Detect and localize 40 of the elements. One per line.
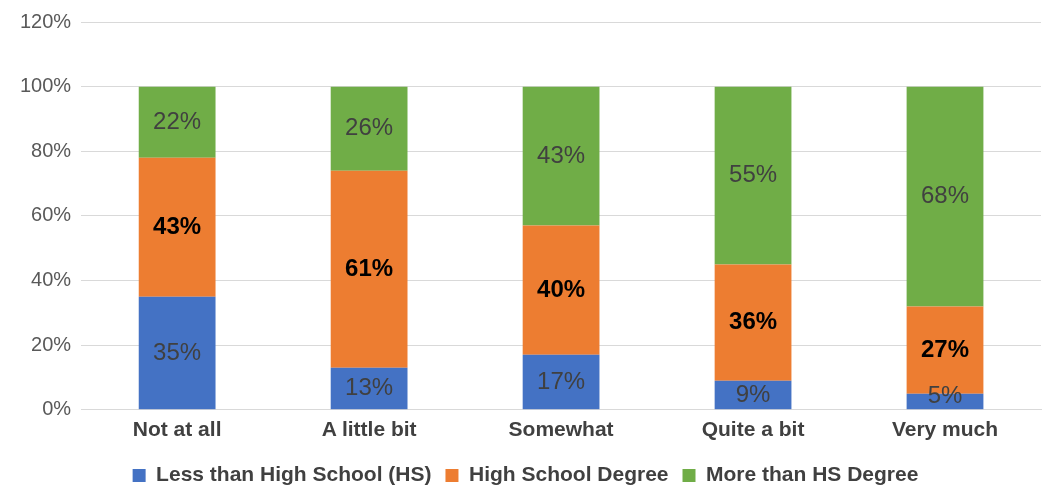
y-tick-label: 20% — [31, 332, 72, 355]
x-tick-label: Not at all — [132, 417, 222, 441]
x-tick-label: Somewhat — [508, 417, 614, 441]
data-label: 40% — [537, 274, 586, 302]
data-label: 26% — [345, 113, 394, 141]
legend-label: Less than High School (HS) — [156, 462, 432, 486]
bar — [138, 296, 216, 410]
legend-label: High School Degree — [468, 462, 669, 486]
bar — [138, 157, 216, 297]
data-label: 43% — [153, 211, 202, 239]
y-tick-label: 40% — [31, 268, 72, 291]
legend-label: More than HS Degree — [706, 462, 919, 486]
data-label: 13% — [345, 373, 394, 401]
data-label: 22% — [153, 106, 202, 134]
data-label: 17% — [537, 366, 586, 394]
data-label: 55% — [729, 160, 778, 188]
bar — [714, 86, 792, 265]
y-tick-label: 0% — [42, 397, 72, 420]
y-tick-label: 100% — [20, 74, 72, 97]
bar — [330, 86, 408, 171]
data-label: 61% — [345, 253, 394, 281]
data-label: 68% — [920, 181, 970, 209]
bar — [522, 86, 600, 226]
x-tick-label: Very much — [891, 417, 999, 441]
data-label: 43% — [537, 140, 586, 168]
bar — [714, 264, 792, 381]
x-tick-label: Quite a bit — [701, 417, 805, 441]
y-tick-label: 60% — [31, 203, 72, 226]
bar — [330, 170, 408, 368]
bar — [522, 354, 600, 410]
data-label: 9% — [735, 379, 771, 407]
y-tick-label: 80% — [31, 138, 72, 161]
bar — [138, 86, 216, 158]
data-label: 36% — [729, 307, 778, 335]
bar — [522, 225, 600, 355]
bar — [906, 86, 984, 307]
x-tick-label: A little bit — [321, 417, 417, 441]
data-label: 27% — [920, 334, 970, 362]
data-label: 35% — [153, 337, 202, 365]
y-tick-label: 120% — [20, 9, 72, 32]
